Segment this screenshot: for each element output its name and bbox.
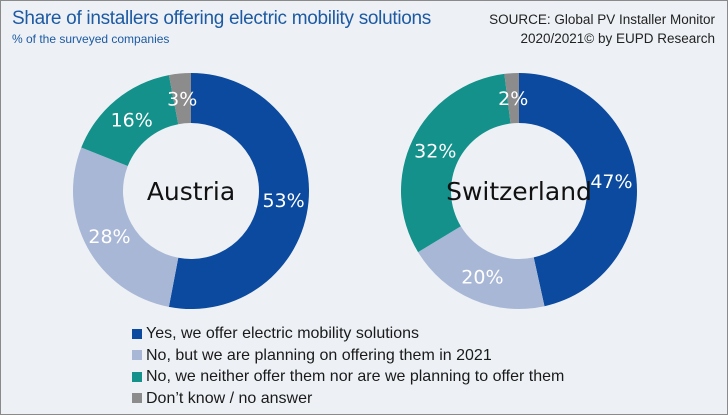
- legend-item: Yes, we offer electric mobility solution…: [132, 323, 564, 345]
- donut-center-label: Austria: [147, 177, 235, 206]
- donut-segment: [418, 226, 545, 310]
- legend-label: Yes, we offer electric mobility solution…: [146, 325, 420, 342]
- data-label: 32%: [414, 140, 456, 162]
- legend-swatch: [132, 328, 142, 339]
- legend-swatch: [132, 350, 142, 361]
- chart-subtitle: % of the surveyed companies: [12, 32, 170, 46]
- legend-item: No, we neither offer them nor are we pla…: [132, 366, 564, 388]
- chart-title: Share of installers offering electric mo…: [12, 8, 431, 29]
- legend-label: No, but we are planning on offering them…: [146, 346, 492, 364]
- legend-swatch: [132, 393, 142, 404]
- data-label: 53%: [262, 190, 304, 212]
- donut-segment: [519, 73, 638, 307]
- data-label: 20%: [461, 266, 503, 288]
- source-line-2: 2020/2021© by EUPD Research: [520, 31, 715, 46]
- donut-segment: [504, 73, 519, 124]
- donut-center-label: Switzerland: [446, 177, 592, 206]
- legend-item: No, but we are planning on offering them…: [132, 345, 564, 367]
- donut-segment: [81, 75, 179, 166]
- donut-segment: [73, 147, 179, 307]
- legend-label: Don’t know / no answer: [146, 389, 313, 407]
- data-label: 28%: [88, 226, 130, 248]
- data-label: 3%: [167, 88, 197, 110]
- source-line-1: SOURCE: Global PV Installer Monitor: [489, 12, 715, 27]
- donut-segment: [400, 73, 511, 253]
- legend-swatch: [132, 371, 142, 382]
- data-label: 2%: [498, 88, 528, 110]
- donut-segment: [168, 73, 191, 125]
- data-label: 16%: [111, 109, 153, 131]
- legend-label: No, we neither offer them nor are we pla…: [146, 368, 565, 385]
- legend-item: Don’t know / no answer: [132, 388, 564, 410]
- data-label: 47%: [590, 171, 632, 193]
- source-note: SOURCE: Global PV Installer Monitor 2020…: [489, 10, 715, 48]
- donut-segment: [168, 73, 310, 310]
- legend: Yes, we offer electric mobility solution…: [132, 323, 564, 409]
